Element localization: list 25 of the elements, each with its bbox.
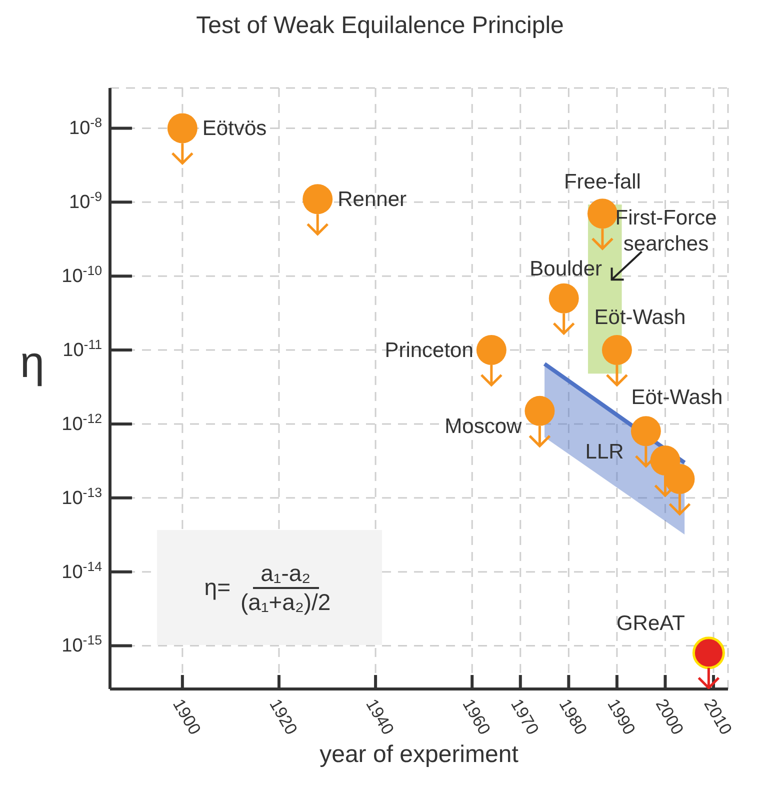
annotation: Princeton [384, 339, 474, 362]
annotation: Eötvös [202, 117, 267, 140]
annotation: (a₁+a₂)/2 [240, 588, 332, 616]
annotation: First-Force searches [615, 206, 717, 256]
series-label: LLR [585, 440, 624, 464]
y-tick-label: 10$^{-9}$ [69, 188, 102, 214]
annotation: Free-fall [564, 170, 641, 194]
y-tick-label: 10$^{-10}$ [62, 262, 102, 288]
annotation: a₁-a₂ [252, 560, 319, 588]
annotation: Eöt-Wash [594, 306, 686, 330]
y-tick-label: 10$^{-14}$ [62, 558, 102, 583]
annotation: Eöt-Wash [631, 386, 723, 410]
annotation: Boulder [530, 257, 602, 280]
annotation: GReAT [616, 612, 686, 635]
chart-title: Test of Weak Equilalence Principle [195, 12, 565, 40]
y-tick-label: 10$^{-15}$ [62, 632, 102, 657]
annotation: Moscow [444, 414, 523, 438]
y-tick-label: 10$^{-8}$ [69, 114, 102, 140]
annotation: Renner [338, 188, 406, 212]
annotation: η= [204, 574, 231, 601]
y-tick-label: 10$^{-11}$ [62, 336, 102, 362]
y-tick-label: 10$^{-12}$ [62, 410, 102, 435]
y-tick-label: 10$^{-13}$ [62, 484, 102, 509]
x-axis-title: year of experiment [318, 741, 520, 769]
y-axis-title: η [20, 338, 44, 388]
